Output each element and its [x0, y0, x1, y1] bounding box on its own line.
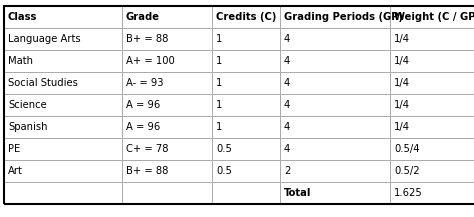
Text: 0.5/4: 0.5/4	[394, 144, 419, 154]
Bar	[212, 28, 280, 50]
Text: A+ = 100: A+ = 100	[126, 56, 175, 66]
Bar	[122, 28, 212, 50]
Bar	[4, 182, 122, 204]
Text: 1/4: 1/4	[394, 122, 410, 132]
Bar	[212, 72, 280, 94]
Bar	[280, 50, 390, 72]
Text: 1: 1	[216, 78, 222, 88]
Text: 4: 4	[284, 78, 290, 88]
Bar	[280, 160, 390, 182]
Text: 0.5/2: 0.5/2	[394, 166, 419, 176]
Bar	[280, 94, 390, 116]
Text: 0.5: 0.5	[216, 144, 232, 154]
Text: C+ = 78: C+ = 78	[126, 144, 168, 154]
Bar	[280, 138, 390, 160]
Bar	[122, 50, 212, 72]
Text: 1: 1	[216, 56, 222, 66]
Bar	[212, 94, 280, 116]
Text: 4: 4	[284, 144, 290, 154]
Text: Art: Art	[8, 166, 23, 176]
Bar	[122, 72, 212, 94]
Text: A = 96: A = 96	[126, 100, 160, 110]
Text: 4: 4	[284, 56, 290, 66]
Text: Weight (C / GP): Weight (C / GP)	[394, 12, 474, 22]
Text: 0.5: 0.5	[216, 166, 232, 176]
Bar	[122, 116, 212, 138]
Text: Grade: Grade	[126, 12, 160, 22]
Bar	[122, 160, 212, 182]
Text: 1/4: 1/4	[394, 100, 410, 110]
Bar	[122, 94, 212, 116]
Bar	[212, 138, 280, 160]
Bar	[212, 50, 280, 72]
Bar	[212, 160, 280, 182]
Text: A = 96: A = 96	[126, 122, 160, 132]
Bar	[122, 6, 212, 28]
Text: B+ = 88: B+ = 88	[126, 34, 168, 44]
Bar	[390, 94, 474, 116]
Text: 1/4: 1/4	[394, 34, 410, 44]
Bar	[390, 28, 474, 50]
Bar	[4, 50, 122, 72]
Bar	[390, 6, 474, 28]
Text: 1: 1	[216, 34, 222, 44]
Bar	[4, 160, 122, 182]
Bar	[390, 116, 474, 138]
Text: Grading Periods (GP): Grading Periods (GP)	[284, 12, 403, 22]
Text: 1: 1	[216, 122, 222, 132]
Text: Science: Science	[8, 100, 47, 110]
Bar	[4, 28, 122, 50]
Bar	[4, 94, 122, 116]
Text: Language Arts: Language Arts	[8, 34, 81, 44]
Bar	[212, 116, 280, 138]
Text: Credits (C): Credits (C)	[216, 12, 276, 22]
Text: 4: 4	[284, 122, 290, 132]
Text: 1/4: 1/4	[394, 78, 410, 88]
Text: Total: Total	[284, 188, 311, 198]
Text: Math: Math	[8, 56, 33, 66]
Bar	[390, 160, 474, 182]
Bar	[390, 138, 474, 160]
Text: 4: 4	[284, 100, 290, 110]
Text: B+ = 88: B+ = 88	[126, 166, 168, 176]
Text: 2: 2	[284, 166, 291, 176]
Bar	[4, 116, 122, 138]
Bar	[212, 6, 280, 28]
Bar	[390, 182, 474, 204]
Bar	[390, 50, 474, 72]
Bar	[280, 28, 390, 50]
Bar	[390, 72, 474, 94]
Bar	[280, 72, 390, 94]
Text: 1/4: 1/4	[394, 56, 410, 66]
Bar	[280, 116, 390, 138]
Bar	[122, 182, 212, 204]
Text: A- = 93: A- = 93	[126, 78, 164, 88]
Bar	[4, 138, 122, 160]
Text: Spanish: Spanish	[8, 122, 47, 132]
Text: Social Studies: Social Studies	[8, 78, 78, 88]
Text: 1.625: 1.625	[394, 188, 423, 198]
Bar	[280, 6, 390, 28]
Text: 1: 1	[216, 100, 222, 110]
Bar	[212, 182, 280, 204]
Bar	[4, 72, 122, 94]
Text: PE: PE	[8, 144, 20, 154]
Text: 4: 4	[284, 34, 290, 44]
Bar	[280, 182, 390, 204]
Bar	[4, 6, 122, 28]
Text: Class: Class	[8, 12, 37, 22]
Bar	[122, 138, 212, 160]
